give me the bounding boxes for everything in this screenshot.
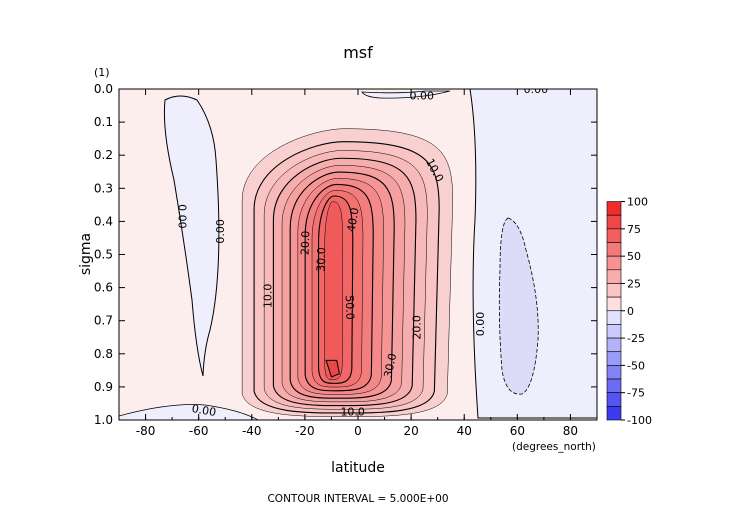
contour-label-text: 30.0	[314, 247, 328, 272]
colorbar-segment	[606, 392, 622, 407]
colorbar: 100 75 50 25 0 -25 -50 -75 -100	[606, 196, 652, 427]
contour-label-text: 10.0	[340, 406, 365, 419]
contour-label-text: 10.0	[262, 284, 275, 309]
contour-label-text: 50.0	[343, 295, 357, 320]
x-tick-label: 60	[510, 424, 525, 438]
contour-label: 40.0	[345, 207, 362, 233]
colorbar-segment	[606, 365, 622, 380]
contour-label-text: 20.0	[298, 230, 312, 255]
colorbar-tick-label: 0	[627, 305, 634, 318]
plot-area: 10.040.020.030.050.010.020.030.010.00.00…	[119, 83, 597, 420]
chart-title: msf	[343, 43, 373, 62]
y-tick-label: 0.9	[94, 380, 113, 394]
colorbar-segment	[606, 269, 622, 284]
contour-label-text: 0.00	[191, 402, 217, 419]
y-tick-label: 0.1	[94, 115, 113, 129]
x-tick-label: 80	[563, 424, 578, 438]
x-tick-label: -60	[189, 424, 209, 438]
colorbar-segment	[606, 201, 622, 216]
contour-line	[324, 201, 343, 380]
contour-label-text: 0.00	[474, 312, 487, 337]
colorbar-segment	[606, 255, 622, 271]
contour-label: 20.0	[298, 230, 312, 255]
colorbar-segment	[606, 378, 622, 393]
contour-interval-footer: CONTOUR INTERVAL = 5.000E+00	[267, 493, 448, 505]
x-tick-label: 0	[354, 424, 362, 438]
colorbar-segment	[606, 351, 622, 366]
y-tick-label: 0.3	[94, 181, 113, 195]
contour-label: 0.00	[176, 204, 189, 229]
contour-label-text: 0.00	[214, 219, 227, 244]
y-tick-label: 0.8	[94, 347, 113, 361]
cell-core-contour	[325, 359, 340, 378]
x-tick-label: -80	[136, 424, 156, 438]
x-tick-label: 40	[457, 424, 472, 438]
colorbar-tick-label: -50	[627, 359, 645, 372]
colorbar-segment	[606, 406, 622, 421]
contour-label-text: 30.0	[381, 352, 399, 379]
contour-label: 0.00	[474, 312, 487, 337]
contour-label: 20.0	[410, 315, 423, 340]
colorbar-segment	[606, 242, 622, 257]
contour-label: 0.00	[409, 90, 434, 103]
colorbar-segment	[606, 283, 622, 298]
contour-label: 30.0	[381, 352, 399, 379]
x-tick-label: -20	[295, 424, 315, 438]
x-axis: -80 -60 -40 -20 0 20 40 60 80	[118, 89, 598, 438]
y-axis-label: sigma	[78, 233, 94, 275]
colorbar-tick-label: -25	[627, 332, 645, 345]
colorbar-segment	[606, 228, 622, 243]
y-axis: 0.0 0.1 0.2 0.3 0.4 0.5 0.6 0.7 0.8 0.9 1.0	[94, 82, 597, 427]
colorbar-segment	[606, 337, 622, 353]
southern-negative-core	[498, 217, 539, 395]
contour-label: 30.0	[314, 247, 328, 272]
y-tick-label: 0.7	[94, 314, 113, 328]
colorbar-tick-label: -100	[627, 414, 652, 427]
x-tick-label: -40	[242, 424, 262, 438]
contour-label: 50.0	[343, 295, 357, 320]
colorbar-segment	[606, 324, 622, 339]
y-tick-label: 0.0	[94, 82, 113, 96]
northern-cell-contours	[241, 128, 453, 417]
y-tick-label: 0.5	[94, 248, 113, 262]
colorbar-segment	[606, 310, 622, 325]
y-units-label: (1)	[94, 66, 110, 79]
colorbar-segment	[606, 214, 622, 230]
contour-label-text: 20.0	[410, 315, 423, 340]
contour-label: 10.0	[262, 284, 275, 309]
colorbar-tick-label: 75	[627, 223, 641, 236]
contour-label: 0.00	[214, 219, 227, 244]
contour-label-text: 40.0	[345, 207, 362, 233]
top-zero-sliver	[361, 90, 451, 99]
contour-label-text: 0.00	[524, 83, 549, 96]
colorbar-tick-label: 100	[627, 196, 648, 209]
colorbar-tick-label: 50	[627, 250, 641, 263]
bottom-left-zero-region	[119, 404, 259, 420]
colorbar-tick-label: -75	[627, 387, 645, 400]
y-tick-label: 0.6	[94, 281, 113, 295]
contour-label-text: 0.00	[409, 90, 434, 103]
y-tick-label: 0.2	[94, 148, 113, 162]
x-axis-label: latitude	[331, 460, 385, 476]
contour-label: 10.0	[340, 406, 365, 419]
contour-label-text: 0.00	[176, 204, 189, 229]
colorbar-segment	[606, 296, 622, 312]
northern-negative-cell	[163, 95, 220, 377]
x-tick-label: 20	[403, 424, 418, 438]
y-tick-label: 1.0	[94, 413, 113, 427]
y-tick-label: 0.4	[94, 214, 113, 228]
contour-label: 0.00	[191, 402, 217, 419]
contour-label: 0.00	[524, 83, 549, 96]
colorbar-tick-label: 25	[627, 277, 641, 290]
x-units-label: (degrees_north)	[512, 441, 596, 453]
